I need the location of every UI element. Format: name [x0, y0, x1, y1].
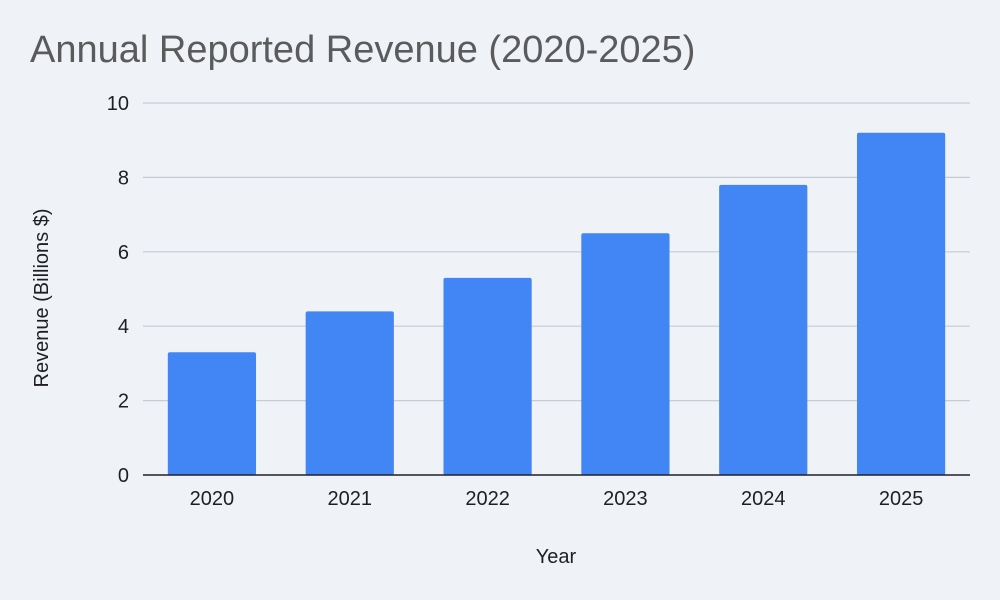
- bar-2023[interactable]: [581, 233, 670, 475]
- x-tick-label: 2021: [328, 488, 373, 510]
- bar-2022[interactable]: [443, 277, 532, 475]
- x-tick-label: 2022: [465, 488, 510, 510]
- x-tick-label: 2024: [741, 488, 786, 510]
- chart-title: Annual Reported Revenue (2020-2025): [30, 29, 695, 71]
- x-tick-label: 2025: [879, 488, 924, 510]
- y-tick-label: 0: [118, 465, 129, 487]
- bar-2021[interactable]: [305, 311, 394, 475]
- x-tick-label: 2023: [603, 488, 648, 510]
- y-tick-label: 10: [107, 93, 129, 115]
- x-tick-label: 2020: [190, 488, 235, 510]
- gridlines: [143, 102, 970, 402]
- y-tick-label: 8: [118, 167, 129, 189]
- y-tick-label: 2: [118, 391, 129, 413]
- x-axis-ticks: 2020 2021 2022 2023 2024 2025: [190, 488, 924, 510]
- bar-2024[interactable]: [719, 184, 808, 475]
- y-tick-label: 4: [118, 316, 129, 338]
- y-axis-ticks: 0 2 4 6 8 10: [107, 93, 129, 487]
- x-axis-label: Year: [536, 546, 577, 568]
- y-tick-label: 6: [118, 242, 129, 264]
- bar-2025[interactable]: [856, 132, 946, 475]
- bar-2020[interactable]: [167, 352, 257, 475]
- bars: [167, 132, 946, 475]
- y-axis-label: Revenue (Billions $): [31, 209, 53, 388]
